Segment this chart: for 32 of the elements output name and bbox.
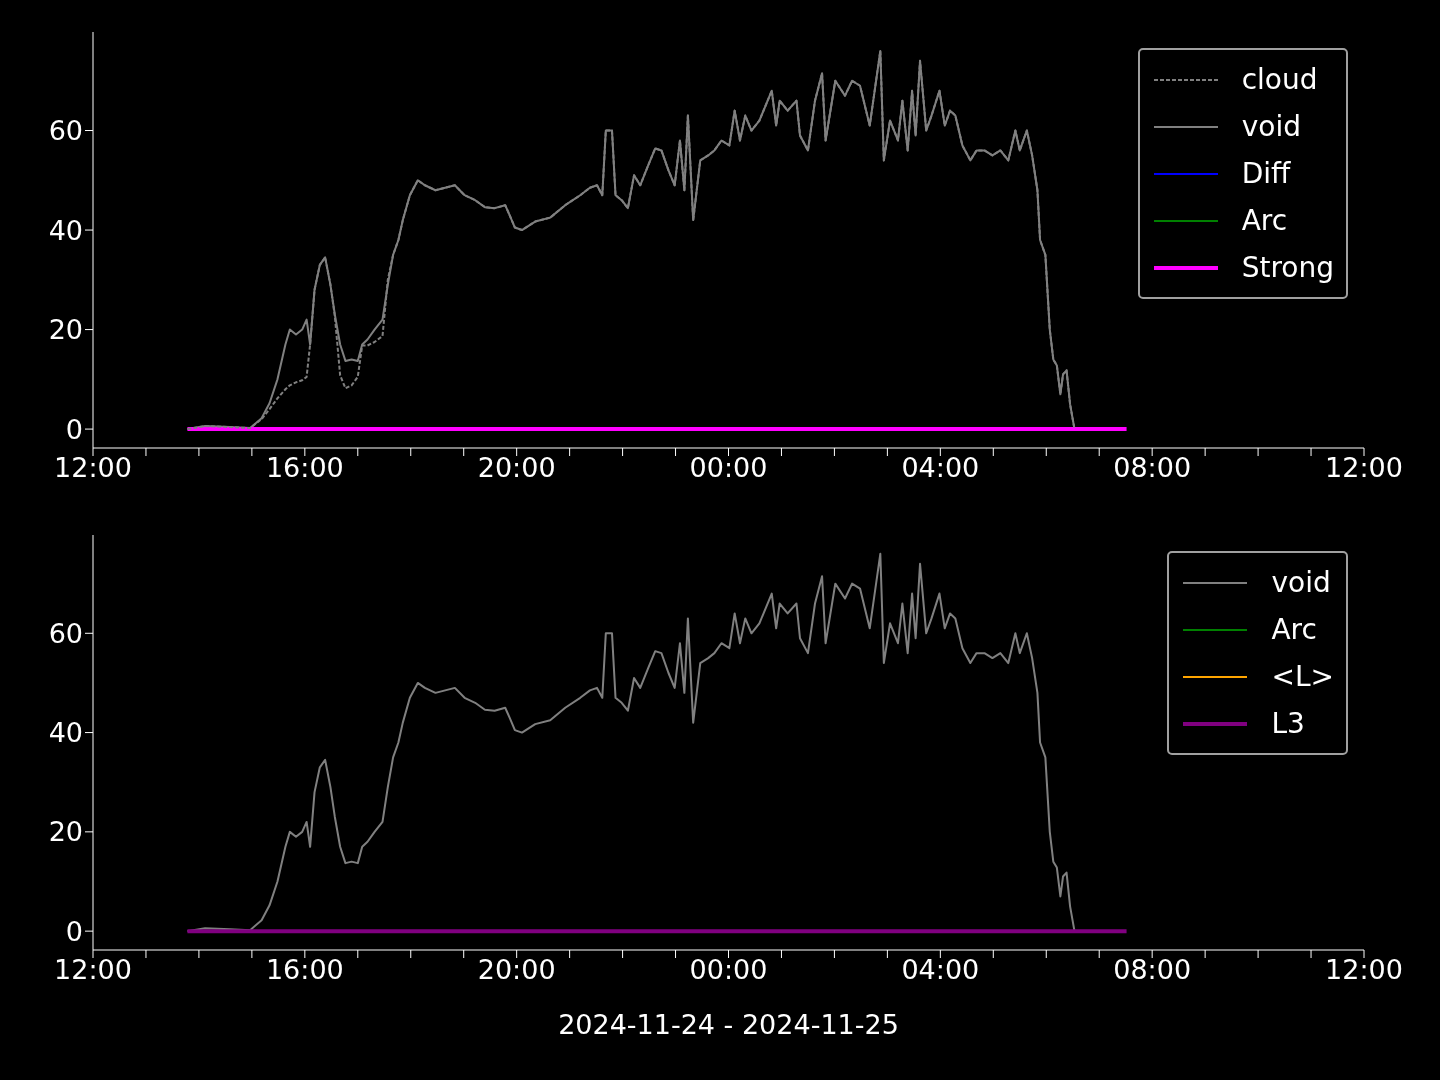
- x-tick-label: 12:00: [54, 452, 132, 484]
- x-tick-label: 08:00: [1113, 954, 1192, 986]
- legend-label: Arc: [1271, 613, 1317, 646]
- x-tick-label: 04:00: [901, 452, 980, 484]
- legend-label: L3: [1271, 707, 1305, 740]
- x-tick-label: 08:00: [1113, 452, 1192, 484]
- y-tick-label: 20: [48, 816, 83, 848]
- x-tick-label: 04:00: [901, 954, 980, 986]
- legend-label: Diff: [1241, 157, 1291, 190]
- x-axis-title: 2024-11-24 - 2024-11-25: [558, 1009, 899, 1040]
- legend-label: Arc: [1241, 204, 1288, 237]
- x-tick-label: 16:00: [265, 954, 344, 986]
- x-tick-label: 12:00: [1325, 452, 1403, 484]
- legend-label: cloud: [1241, 63, 1318, 96]
- x-tick-label: 00:00: [689, 452, 768, 484]
- y-tick-label: 0: [65, 915, 83, 947]
- x-tick-label: 12:00: [1325, 954, 1403, 986]
- x-tick-label: 12:00: [54, 954, 132, 986]
- legend-label: Strong: [1241, 251, 1334, 284]
- x-tick-label: 16:00: [265, 452, 344, 484]
- y-tick-label: 20: [48, 314, 83, 346]
- x-tick-label: 00:00: [689, 954, 768, 986]
- legend-label: void: [1271, 566, 1331, 599]
- y-tick-label: 40: [48, 214, 83, 246]
- x-tick-label: 20:00: [477, 954, 556, 986]
- x-tick-label: 20:00: [477, 452, 556, 484]
- y-tick-label: 40: [48, 717, 83, 749]
- y-tick-label: 60: [48, 115, 83, 147]
- y-tick-label: 60: [48, 617, 83, 649]
- y-tick-label: 0: [65, 413, 83, 445]
- legend-label: void: [1241, 110, 1301, 143]
- legend-label: <L>: [1271, 660, 1334, 693]
